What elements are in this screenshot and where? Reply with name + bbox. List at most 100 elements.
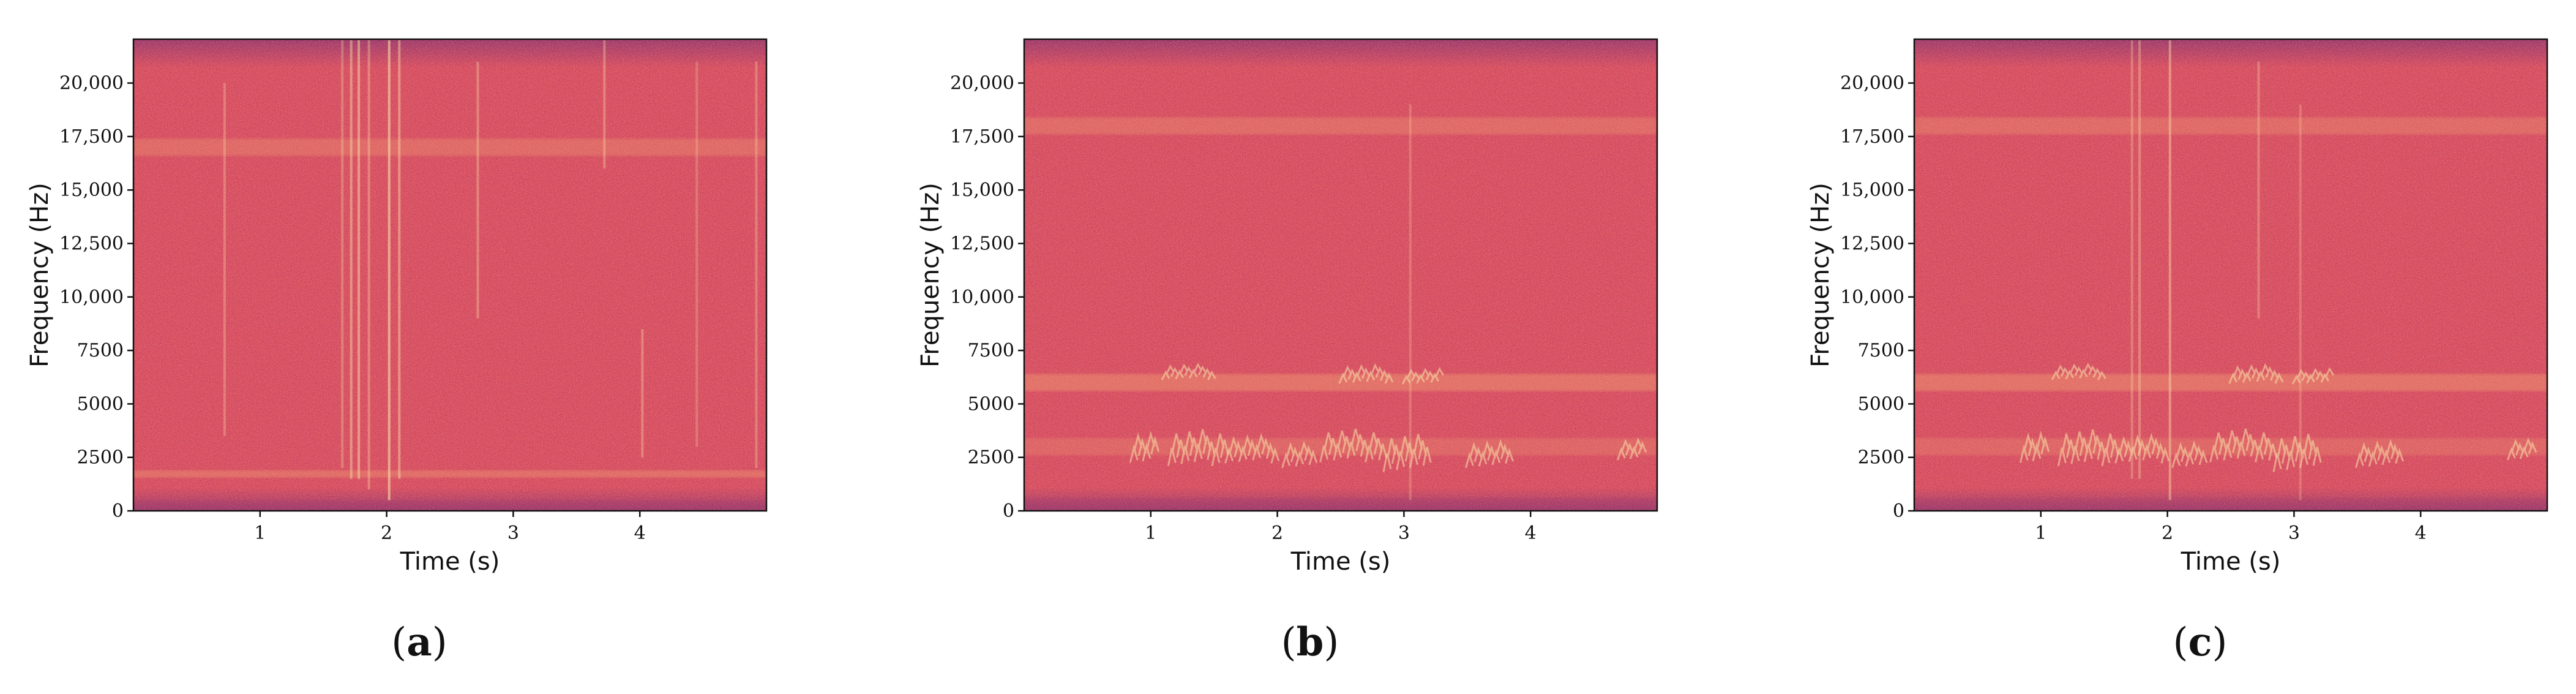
transient-line <box>1409 104 1412 500</box>
y-tick-label: 7500 <box>1858 340 1904 361</box>
call-pattern <box>2228 363 2284 384</box>
x-tick-label: 2 <box>2162 522 2173 544</box>
frequency-band <box>1914 498 2547 511</box>
call-pattern <box>2051 363 2106 380</box>
call-pattern <box>2272 434 2322 472</box>
transient-line <box>2168 40 2171 500</box>
x-tick-label: 2 <box>1271 522 1283 544</box>
call-pattern <box>2354 439 2404 469</box>
call-pattern <box>2171 440 2208 469</box>
y-tick-label: 15,000 <box>950 179 1014 201</box>
call-pattern <box>1401 367 1444 385</box>
axes-frame <box>132 38 768 512</box>
frequency-band <box>1024 498 1657 511</box>
transient-line <box>755 61 758 469</box>
x-axis-label: Time (s) <box>1290 548 1391 576</box>
y-tick-label: 7500 <box>968 340 1014 361</box>
axes-frame <box>1913 38 2548 512</box>
transient-line <box>641 329 644 458</box>
spectrogram-panel-b: 0 2500 5000 7500 10,000 12,500 15,000 17,500 20,… <box>916 38 1658 665</box>
y-tick-label: 2500 <box>1858 447 1904 469</box>
spectrogram-panel-a: 0 2500 5000 7500 10,000 12,500 15,000 17,500 20,… <box>26 38 768 665</box>
panel-caption-letter: a <box>406 619 432 665</box>
y-tick-label: 10,000 <box>59 287 124 308</box>
call-pattern <box>1224 432 1280 464</box>
x-axis-label: Time (s) <box>400 548 500 576</box>
panel-caption: (a) <box>391 619 447 665</box>
panel-caption-letter: c <box>2188 619 2212 665</box>
spectrogram-image <box>1914 39 2547 511</box>
call-pattern <box>1464 439 1514 469</box>
x-tick-label: 3 <box>1398 522 1410 544</box>
y-tick-label: 12,500 <box>59 233 124 254</box>
y-tick-label: 15,000 <box>1840 179 1904 201</box>
y-tick-label: 5000 <box>1858 393 1904 415</box>
x-tick-label: 1 <box>2035 522 2046 544</box>
y-tick-label: 10,000 <box>1840 287 1904 308</box>
y-axis-label: Frequency (Hz) <box>26 183 54 368</box>
call-pattern <box>2506 437 2537 461</box>
x-tick-label: 1 <box>254 522 266 544</box>
call-pattern <box>1338 363 1394 384</box>
frequency-band <box>1024 117 1657 135</box>
y-tick-label: 20,000 <box>950 73 1014 94</box>
frequency-band <box>133 138 766 156</box>
panel-caption: (c) <box>2173 619 2228 665</box>
call-pattern <box>2291 367 2334 385</box>
call-pattern <box>1382 434 1432 472</box>
panel-caption: (b) <box>1281 619 1339 665</box>
axes-frame <box>1023 38 1658 512</box>
y-tick-label: 20,000 <box>1840 73 1904 94</box>
x-tick-label: 4 <box>634 522 646 544</box>
transient-line <box>603 40 606 169</box>
y-tick-label: 0 <box>1003 500 1014 522</box>
y-tick-label: 0 <box>1893 500 1904 522</box>
y-tick-label: 17,500 <box>950 126 1014 148</box>
y-tick-label: 2500 <box>77 447 124 469</box>
call-pattern <box>1161 363 1216 380</box>
transient-line <box>367 40 370 490</box>
call-pattern <box>2057 429 2119 466</box>
transient-line <box>388 40 391 500</box>
y-tick-label: 17,500 <box>1840 126 1904 148</box>
transient-line <box>223 83 226 436</box>
frequency-band <box>1914 117 2547 135</box>
frequency-band <box>133 500 766 511</box>
x-tick-label: 4 <box>1525 522 1537 544</box>
y-tick-label: 5000 <box>968 393 1014 415</box>
y-tick-label: 0 <box>112 500 124 522</box>
x-tick-label: 3 <box>2288 522 2300 544</box>
frequency-band <box>133 470 766 478</box>
transient-line <box>2257 61 2260 319</box>
y-tick-label: 5000 <box>77 393 124 415</box>
y-tick-label: 15,000 <box>59 179 124 201</box>
panel-caption-letter: b <box>1297 619 1324 665</box>
x-tick-label: 2 <box>381 522 392 544</box>
call-pattern <box>2019 430 2050 463</box>
x-tick-label: 3 <box>507 522 519 544</box>
transient-line <box>2130 40 2133 479</box>
spectrogram-speckle <box>133 39 766 511</box>
call-pattern <box>1281 440 1318 469</box>
transient-line <box>476 61 479 319</box>
spectrogram-image <box>133 39 766 511</box>
x-tick-label: 1 <box>1145 522 1156 544</box>
transient-line <box>2299 104 2302 500</box>
y-tick-label: 12,500 <box>1840 233 1904 254</box>
call-pattern <box>1129 430 1160 463</box>
transient-line <box>350 40 353 479</box>
spectrogram-image <box>1024 39 1657 511</box>
transient-line <box>398 40 401 479</box>
y-axis-label: Frequency (Hz) <box>1807 183 1835 368</box>
x-tick-label: 4 <box>2415 522 2427 544</box>
call-pattern <box>1616 437 1647 461</box>
x-axis-label: Time (s) <box>2181 548 2281 576</box>
spectrogram-panel-c: 0 2500 5000 7500 10,000 12,500 15,000 17,500 20,… <box>1807 38 2548 665</box>
call-pattern <box>2209 428 2278 462</box>
y-axis-label: Frequency (Hz) <box>916 183 945 368</box>
y-tick-label: 2500 <box>968 447 1014 469</box>
transient-line <box>358 40 361 479</box>
y-tick-label: 7500 <box>77 340 124 361</box>
call-pattern <box>1319 428 1388 462</box>
